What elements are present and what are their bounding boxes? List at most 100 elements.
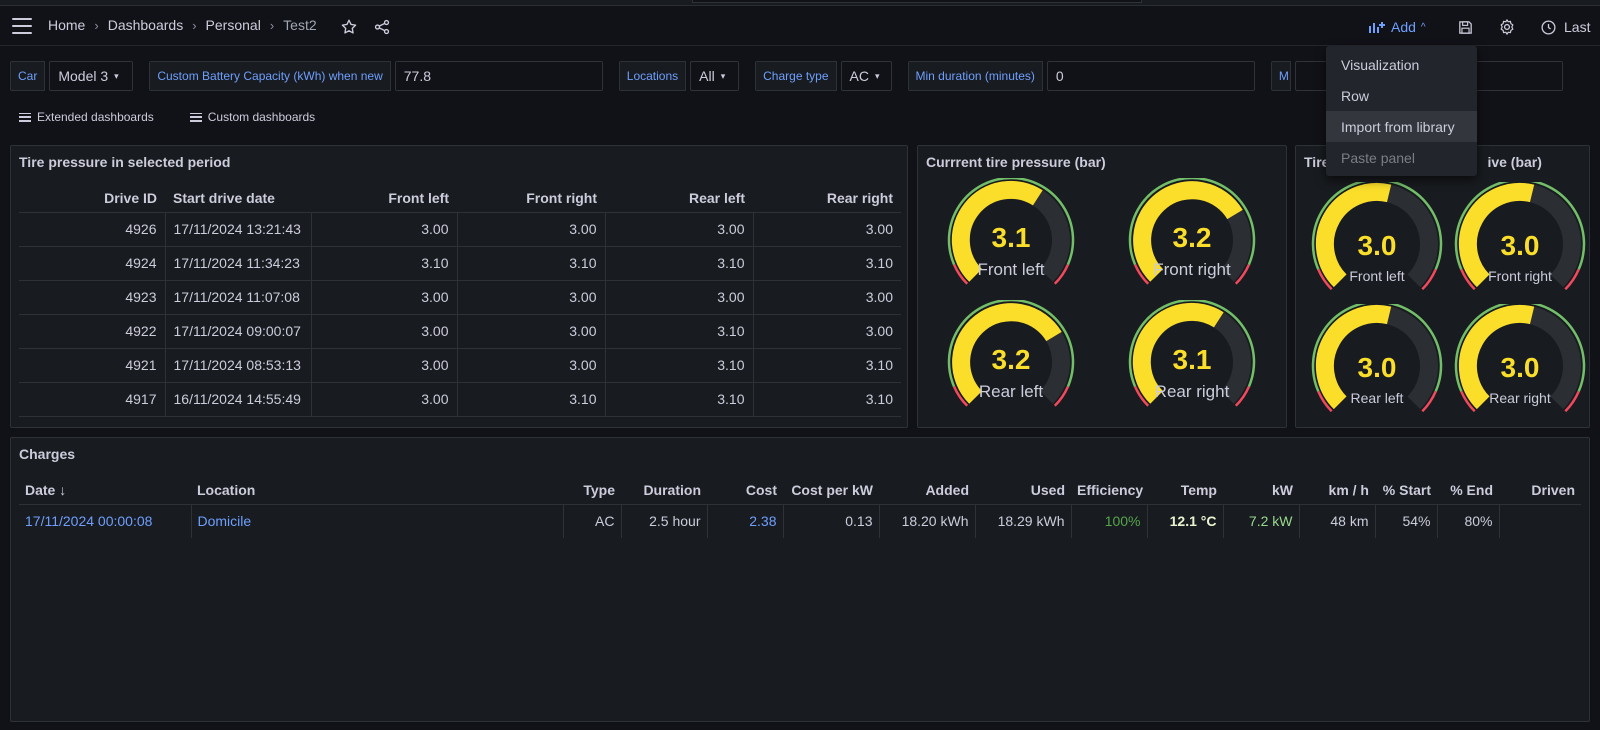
- column-header[interactable]: Used: [975, 476, 1071, 505]
- breadcrumb-dashboards[interactable]: Dashboards: [107, 17, 184, 33]
- add-button[interactable]: Add ^: [1368, 15, 1426, 39]
- threshold-high: [1421, 268, 1437, 291]
- locations-select[interactable]: All ▾: [690, 61, 740, 91]
- table-cell: 3.10: [753, 382, 901, 417]
- table-cell: 4917: [19, 382, 166, 417]
- car-select[interactable]: Model 3 ▾: [49, 61, 134, 91]
- table-cell: 17/11/2024 08:53:13: [165, 348, 312, 383]
- gauge-arc: [1128, 300, 1256, 407]
- car-select-value: Model 3: [58, 68, 109, 84]
- star-icon[interactable]: [338, 16, 360, 38]
- gauge-label: Front left: [1349, 268, 1405, 284]
- menu-icon[interactable]: [12, 18, 32, 34]
- threshold-high: [1421, 390, 1437, 413]
- gauge-rear-right: 3.1 Rear right: [1122, 300, 1262, 420]
- gauge-value: 3.0: [1500, 230, 1540, 261]
- breadcrumb-personal[interactable]: Personal: [205, 17, 261, 33]
- threshold-low: [952, 386, 969, 407]
- current-tire-pressure-panel: Currrent tire pressure (bar) 3.1 Front le…: [917, 145, 1287, 428]
- column-header[interactable]: Cost per kW: [783, 476, 879, 505]
- add-dropdown-menu: Visualization Row Import from library Pa…: [1326, 46, 1477, 176]
- extra-variable-label: M: [1270, 61, 1291, 91]
- chevron-down-icon: ▾: [114, 70, 119, 81]
- column-header[interactable]: Duration: [621, 476, 707, 505]
- gauge-label: Front right: [1488, 268, 1552, 284]
- gauge-value: 3.0: [1500, 352, 1540, 383]
- table-cell: 3.00: [457, 314, 606, 349]
- column-header[interactable]: % End: [1437, 476, 1499, 505]
- share-icon[interactable]: [371, 16, 393, 38]
- menu-item-visualization[interactable]: Visualization: [1341, 56, 1420, 73]
- column-header[interactable]: Drive ID: [19, 184, 165, 213]
- panel-title: Charges: [19, 446, 76, 462]
- time-picker-button[interactable]: Last: [1540, 15, 1590, 39]
- column-header[interactable]: Added: [879, 476, 975, 505]
- threshold-ok: [1311, 304, 1443, 392]
- custom-dashboards-link[interactable]: Custom dashboards: [189, 110, 316, 124]
- charge-kw: 7.2 kW: [1223, 504, 1300, 538]
- column-header-date[interactable]: Date ↓: [19, 476, 191, 505]
- save-icon[interactable]: [1454, 16, 1476, 38]
- table-cell: 3.00: [311, 348, 458, 383]
- column-header[interactable]: Front right: [457, 184, 605, 213]
- menu-item-paste-panel: Paste panel: [1341, 149, 1415, 166]
- chevron-right-icon: ›: [94, 17, 99, 33]
- capacity-input[interactable]: [394, 61, 603, 91]
- chevron-up-icon: ^: [1420, 21, 1426, 33]
- gauge-label: Rear right: [1489, 390, 1551, 406]
- column-header[interactable]: Driven: [1499, 476, 1581, 505]
- search-box-edge[interactable]: [692, 0, 1142, 3]
- table-cell: 3.00: [457, 280, 606, 315]
- threshold-ok: [1128, 300, 1256, 388]
- charge-location-link[interactable]: Domicile: [191, 504, 564, 538]
- panel-title: Tire ive (bar): [1304, 154, 1542, 170]
- gauge-fill: [952, 303, 1062, 404]
- gauge-fill: [1458, 182, 1535, 288]
- time-picker-label: Last: [1564, 19, 1591, 35]
- column-header[interactable]: Start drive date: [165, 184, 311, 213]
- table-row: 4924 17/11/2024 11:34:23 3.10 3.10 3.10 3.10: [19, 246, 901, 281]
- column-header[interactable]: Cost: [707, 476, 783, 505]
- extended-dashboards-link[interactable]: Extended dashboards: [19, 110, 154, 124]
- clock-icon: [1541, 19, 1556, 35]
- column-header[interactable]: Temp: [1147, 476, 1223, 505]
- table-cell: 17/11/2024 11:34:23: [165, 246, 312, 281]
- table-cell: 3.00: [457, 348, 606, 383]
- gauge-front-right: 3.0 Front right: [1450, 182, 1590, 302]
- gauge-label: Rear left: [978, 382, 1044, 401]
- top-navbar: Home › Dashboards › Personal › Test2 Add…: [0, 6, 1600, 46]
- min-duration-input[interactable]: [1046, 61, 1255, 91]
- gauge-front-left: 3.1 Front left: [941, 178, 1081, 298]
- threshold-high: [1564, 268, 1580, 291]
- table-cell: 17/11/2024 13:21:43: [165, 212, 312, 247]
- table-cell: 16/11/2024 14:55:49: [165, 382, 312, 417]
- table-cell: 4923: [19, 280, 166, 315]
- charge-type-select[interactable]: AC ▾: [840, 61, 892, 91]
- charge-date-link[interactable]: 17/11/2024 00:00:08: [19, 504, 192, 538]
- column-header[interactable]: km / h: [1299, 476, 1375, 505]
- charge-cost-link[interactable]: 2.38: [707, 504, 784, 538]
- threshold-high: [1234, 264, 1251, 285]
- column-header[interactable]: kW: [1223, 476, 1299, 505]
- breadcrumb: Home › Dashboards › Personal › Test2: [48, 17, 317, 33]
- column-header[interactable]: Efficiency: [1071, 476, 1147, 505]
- menu-item-import-from-library[interactable]: Import from library: [1326, 111, 1477, 142]
- charge-kmh: 48 km: [1299, 504, 1376, 538]
- table-cell: 3.00: [311, 212, 458, 247]
- gear-icon[interactable]: [1496, 16, 1518, 38]
- min-duration-variable-label: Min duration (minutes): [907, 61, 1043, 91]
- table-header-row: Drive ID Start drive date Front left Fro…: [19, 184, 901, 213]
- custom-dashboards-label: Custom dashboards: [207, 110, 316, 124]
- breadcrumb-home[interactable]: Home: [48, 17, 86, 33]
- column-header[interactable]: Rear right: [753, 184, 901, 213]
- column-header[interactable]: % Start: [1375, 476, 1437, 505]
- column-header[interactable]: Location: [191, 476, 563, 505]
- column-header[interactable]: Rear left: [605, 184, 753, 213]
- column-header[interactable]: Front left: [311, 184, 457, 213]
- threshold-ok: [947, 178, 1075, 266]
- charge-duration: 2.5 hour: [621, 504, 708, 538]
- arrow-down-icon: ↓: [59, 481, 67, 498]
- chevron-right-icon: ›: [192, 17, 197, 33]
- column-header[interactable]: Type: [563, 476, 621, 505]
- menu-item-row[interactable]: Row: [1341, 87, 1370, 104]
